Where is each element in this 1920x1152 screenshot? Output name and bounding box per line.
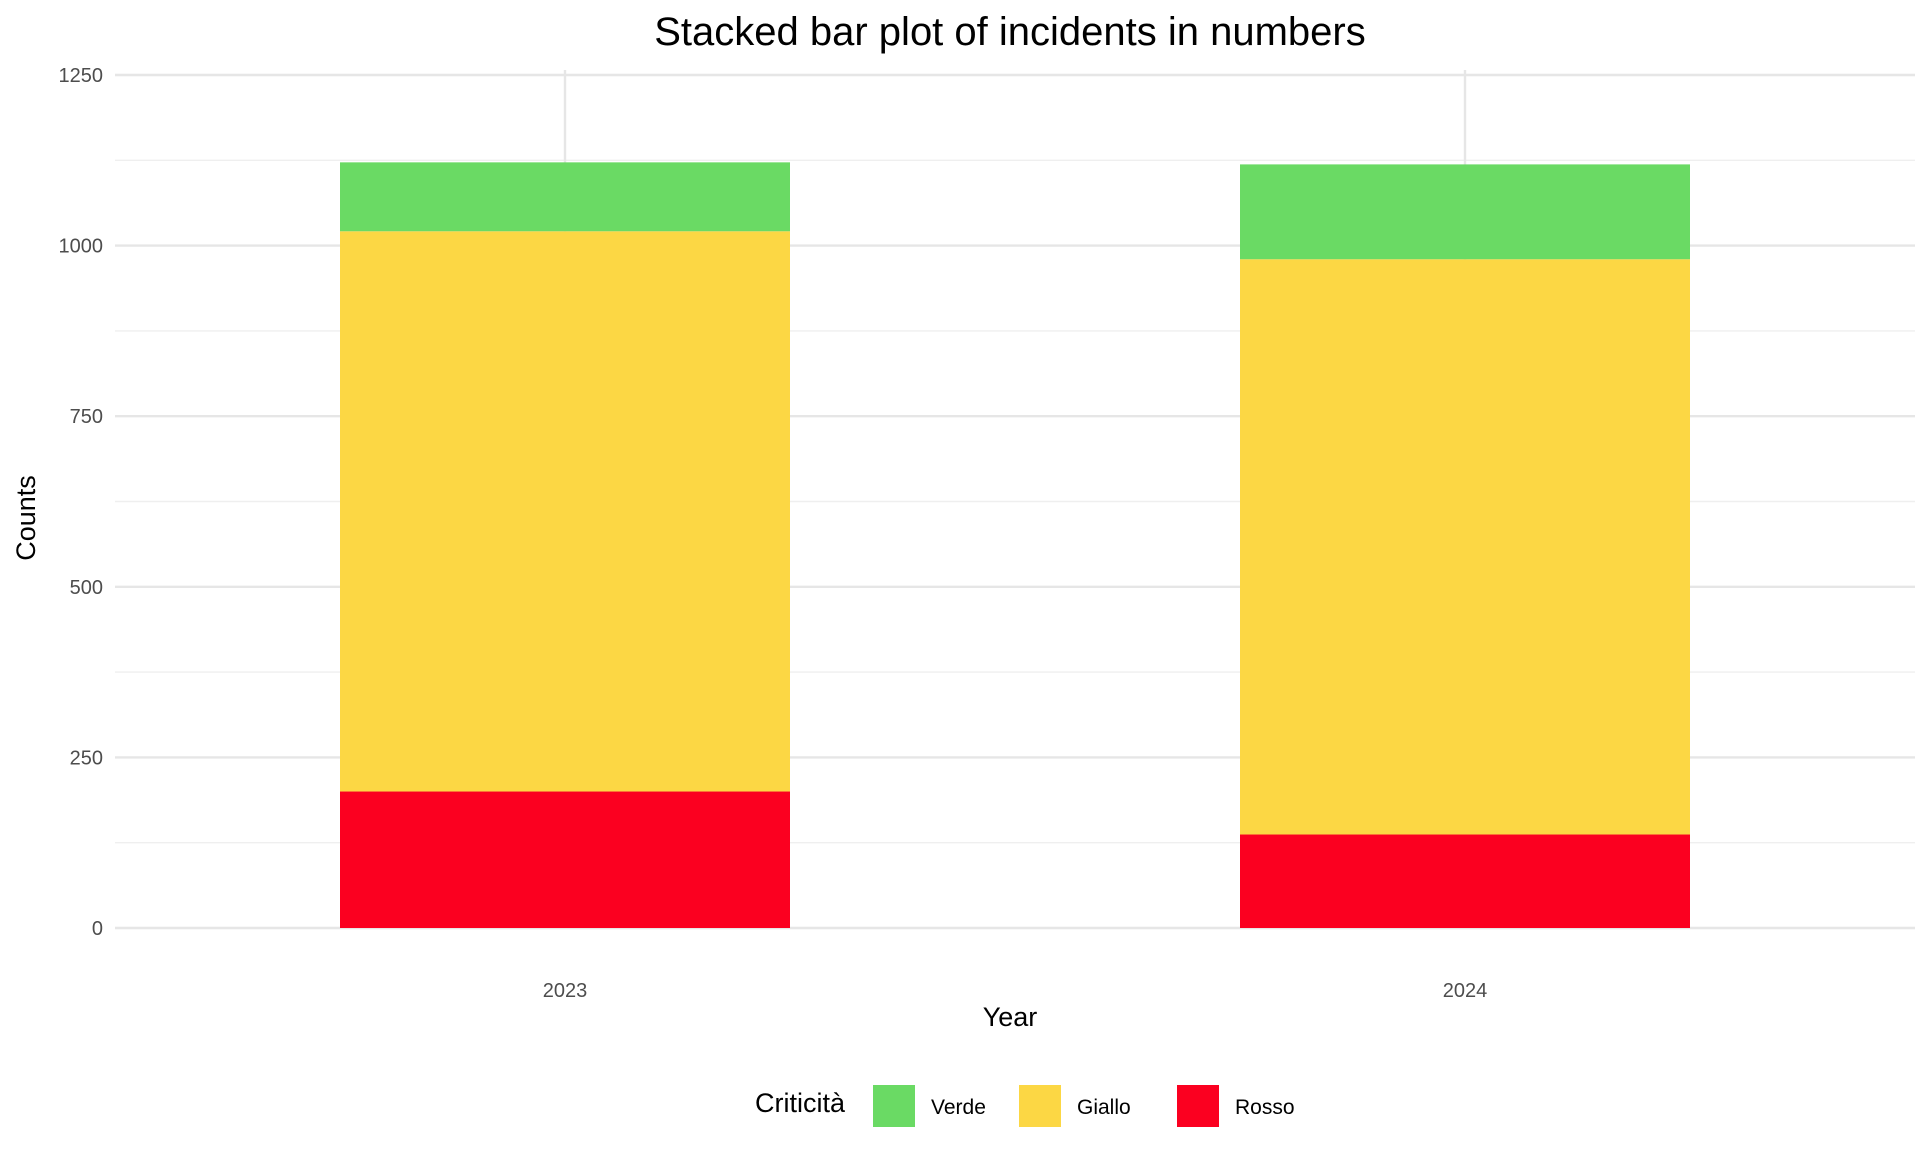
legend-key-rosso: [1177, 1085, 1219, 1127]
y-tick-label: 1250: [59, 65, 104, 87]
legend-key-verde: [873, 1085, 915, 1127]
legend-label-giallo: Giallo: [1077, 1096, 1131, 1119]
legend-title: Criticità: [755, 1088, 846, 1118]
y-tick-labels: 0 250 500 750 1000 1250: [59, 65, 104, 940]
y-axis-title: Counts: [11, 475, 41, 561]
bar-segment-verde-2024: [1240, 164, 1690, 260]
bar-segment-giallo-2024: [1240, 259, 1690, 835]
x-tick-label: 2023: [543, 980, 588, 1002]
y-tick-label: 1000: [59, 236, 104, 258]
chart-title: Stacked bar plot of incidents in numbers: [654, 10, 1366, 54]
bar-segment-giallo-2023: [340, 231, 790, 792]
bars: [340, 162, 1690, 928]
bar-segment-rosso-2023: [340, 791, 790, 928]
x-axis-title: Year: [983, 1002, 1038, 1032]
y-tick-label: 500: [70, 577, 103, 599]
bar-segment-rosso-2024: [1240, 834, 1690, 928]
y-tick-label: 0: [92, 918, 103, 940]
legend-key-giallo: [1019, 1085, 1061, 1127]
legend-label-rosso: Rosso: [1235, 1096, 1295, 1119]
x-tick-labels: 2023 2024: [543, 980, 1488, 1002]
legend: Criticità Verde Giallo Rosso: [755, 1085, 1295, 1127]
y-tick-label: 750: [70, 406, 103, 428]
y-tick-label: 250: [70, 747, 103, 769]
x-tick-label: 2024: [1443, 980, 1488, 1002]
bar-segment-verde-2023: [340, 162, 790, 232]
legend-label-verde: Verde: [931, 1096, 986, 1119]
